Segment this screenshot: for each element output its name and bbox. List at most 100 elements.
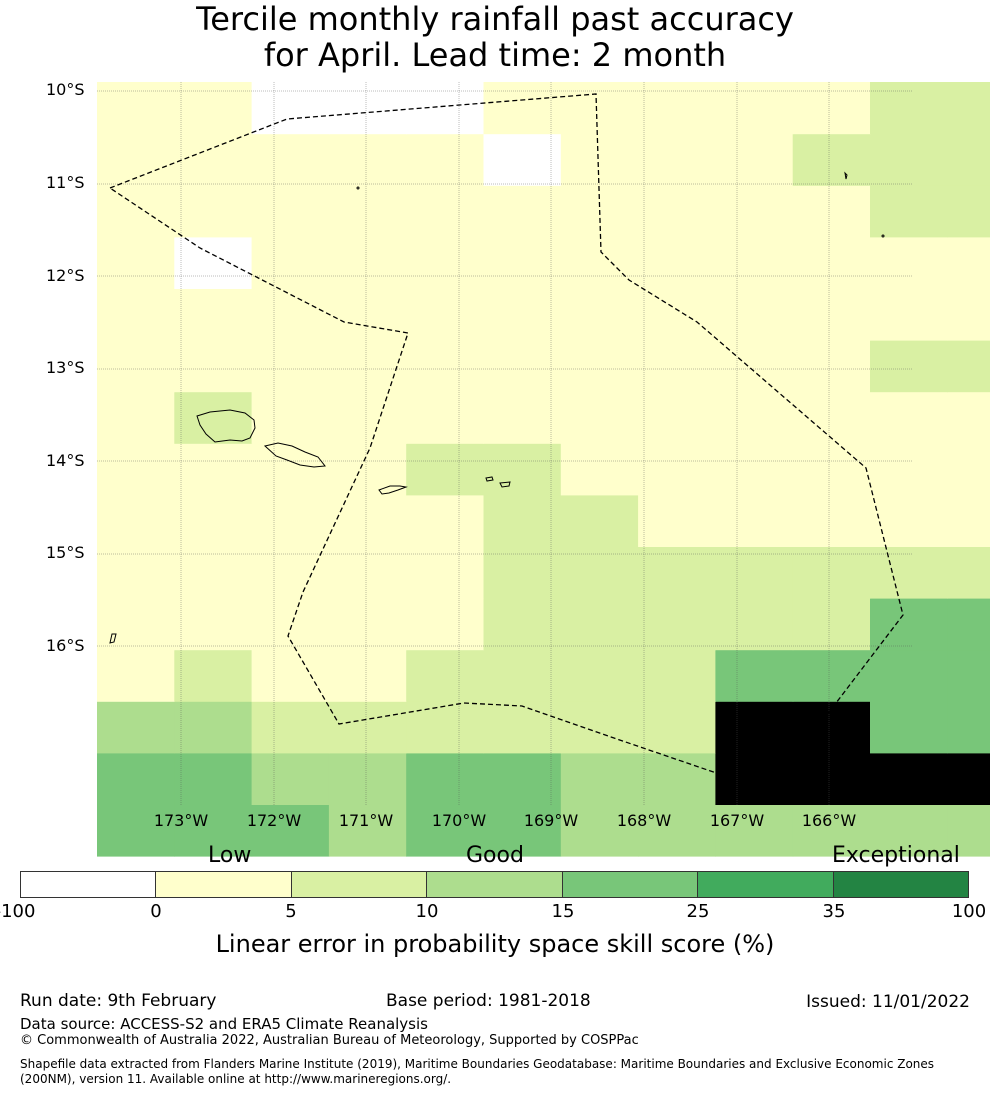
grid-cell bbox=[174, 752, 253, 805]
grid-cell bbox=[406, 185, 485, 238]
grid-cell bbox=[251, 82, 330, 135]
grid-cell bbox=[638, 133, 716, 186]
grid-cell bbox=[870, 546, 948, 599]
grid-cell bbox=[251, 185, 330, 238]
grid-cell bbox=[715, 752, 794, 805]
grid-cell bbox=[174, 391, 253, 444]
grid-cell bbox=[560, 804, 639, 857]
grid-cell bbox=[97, 598, 175, 651]
lat-label-13s: 13°S bbox=[46, 358, 85, 377]
grid-cell bbox=[483, 649, 562, 702]
lat-label-12s: 12°S bbox=[46, 266, 85, 285]
grid-cell bbox=[638, 804, 716, 857]
colorbar-segment-1 bbox=[21, 872, 157, 897]
map-title-line2: for April. Lead time: 2 month bbox=[263, 36, 727, 74]
run-date: Run date: 9th February bbox=[20, 991, 217, 1011]
colorbar-segment-5 bbox=[562, 872, 699, 897]
grid-cell bbox=[328, 133, 407, 186]
grid-cell bbox=[715, 443, 794, 496]
grid-cell bbox=[792, 82, 871, 135]
grid-cell bbox=[97, 546, 175, 599]
grid-cell bbox=[947, 494, 990, 547]
grid-cell bbox=[947, 185, 990, 238]
grid-cell bbox=[638, 752, 716, 805]
lon-label-169w: 169°W bbox=[523, 811, 579, 830]
lat-label-16s: 16°S bbox=[46, 636, 85, 655]
grid-cell bbox=[560, 236, 639, 289]
grid-cell bbox=[638, 598, 716, 651]
grid-cell bbox=[406, 804, 485, 857]
manua-islet-1 bbox=[485, 476, 494, 482]
grid-cell bbox=[947, 649, 990, 702]
islands bbox=[109, 171, 885, 644]
grid-cell bbox=[715, 598, 794, 651]
category-good: Good bbox=[466, 843, 524, 868]
grid-cell bbox=[97, 494, 175, 547]
grid-cell bbox=[174, 598, 253, 651]
grid-cell bbox=[638, 391, 716, 444]
colorbar-tick-35: 35 bbox=[822, 901, 846, 922]
grid-cell bbox=[406, 340, 485, 393]
grid-cell bbox=[483, 82, 562, 135]
colorbar-segment-2 bbox=[156, 872, 292, 897]
grid-cell bbox=[483, 804, 562, 857]
grid-cell bbox=[792, 443, 871, 496]
grid-cell bbox=[715, 494, 794, 547]
grid-cell bbox=[174, 804, 253, 857]
grid-cell bbox=[947, 598, 990, 651]
grid-cell bbox=[251, 649, 330, 702]
grid-cell bbox=[406, 752, 485, 805]
lat-label-14s: 14°S bbox=[46, 451, 85, 470]
lon-label-171w: 171°W bbox=[338, 811, 394, 830]
grid-cell bbox=[870, 133, 948, 186]
colorbar-title: Linear error in probability space skill … bbox=[215, 930, 775, 958]
grid-cell bbox=[792, 236, 871, 289]
grid-cell bbox=[406, 598, 485, 651]
grid-cell bbox=[97, 288, 175, 341]
grid-cell bbox=[483, 133, 562, 186]
grid-cell bbox=[174, 185, 253, 238]
grid-cell bbox=[406, 443, 485, 496]
grid-cell bbox=[870, 185, 948, 238]
grid-cell bbox=[483, 340, 562, 393]
grid-cell bbox=[328, 701, 407, 754]
grid-cell bbox=[483, 752, 562, 805]
grid-cell bbox=[251, 546, 330, 599]
grid-cell bbox=[406, 288, 485, 341]
grid-cell bbox=[174, 288, 253, 341]
colorbar-tick-10: 10 bbox=[415, 901, 439, 922]
grid-cell bbox=[174, 546, 253, 599]
grid-cell bbox=[328, 752, 407, 805]
grid-cell bbox=[947, 82, 990, 135]
grid-cell bbox=[406, 391, 485, 444]
grid-cell bbox=[97, 804, 175, 857]
savaii-island bbox=[196, 409, 256, 443]
grid-cell bbox=[947, 236, 990, 289]
skill-grid bbox=[97, 82, 990, 857]
category-exceptional: Exceptional bbox=[832, 843, 960, 868]
grid-cell bbox=[328, 82, 407, 135]
issued-date: Issued: 11/01/2022 bbox=[806, 992, 970, 1012]
grid-cell bbox=[870, 494, 948, 547]
grid-cell bbox=[560, 340, 639, 393]
grid-cell bbox=[947, 804, 990, 857]
grid-cell bbox=[97, 133, 175, 186]
grid-cell bbox=[406, 494, 485, 547]
grid-cell bbox=[406, 649, 485, 702]
grid-cell bbox=[947, 443, 990, 496]
colorbar-segment-4 bbox=[427, 872, 563, 897]
grid-cell bbox=[560, 752, 639, 805]
grid-cell bbox=[97, 701, 175, 754]
lon-label-168w: 168°W bbox=[616, 811, 672, 830]
grid-cell bbox=[251, 443, 330, 496]
grid-cell bbox=[251, 598, 330, 651]
colorbar bbox=[20, 871, 969, 898]
grid-cell bbox=[947, 391, 990, 444]
colorbar-tick-25: 25 bbox=[686, 901, 710, 922]
grid-cell bbox=[251, 133, 330, 186]
category-low: Low bbox=[208, 843, 252, 868]
grid-cell bbox=[715, 649, 794, 702]
grid-cell bbox=[560, 546, 639, 599]
grid-cell bbox=[97, 82, 175, 135]
grid-cell bbox=[251, 804, 330, 857]
